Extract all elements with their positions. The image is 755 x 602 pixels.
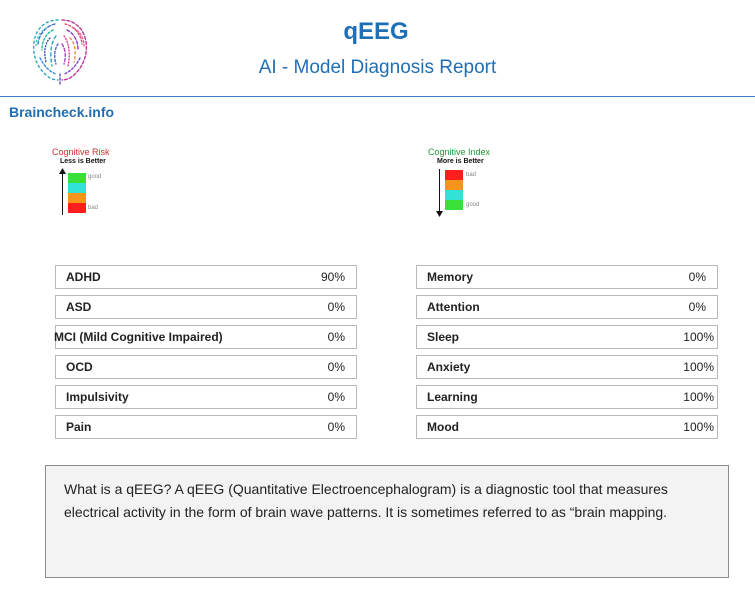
arrow-head-icon [436, 211, 443, 217]
row-value: 0% [327, 360, 345, 374]
row-value: 90% [320, 270, 345, 284]
row-label: OCD [66, 360, 93, 374]
legend-swatch-bad [445, 170, 463, 180]
row-value: 0% [688, 270, 706, 284]
brain-logo-icon [32, 19, 88, 85]
legend-swatch-3 [68, 193, 86, 203]
row-value: 100% [683, 360, 714, 374]
legend-bad-label: bad [88, 205, 99, 211]
legend-good-label: good [466, 202, 480, 208]
report-header: qEEG AI - Model Diagnosis Report [0, 0, 755, 97]
table-row: Attention 0% [416, 295, 718, 319]
legend-subtitle: More is Better [437, 158, 484, 165]
row-label: Sleep [427, 330, 460, 344]
legend-good-label: good [88, 174, 102, 180]
cognitive-index-legend: Cognitive Index More is Better bad good [428, 147, 518, 227]
cognitive-risk-legend: Cognitive Risk Less is Better good bad [52, 147, 142, 227]
legend-subtitle: Less is Better [60, 158, 106, 165]
cognitive-index-table: Memory 0% Attention 0% Sleep 100% Anxiet… [416, 265, 718, 445]
legend-title: Cognitive Risk [52, 147, 110, 157]
legend-swatch-2 [445, 180, 463, 190]
row-label: Memory [427, 270, 474, 284]
row-value: 100% [683, 390, 714, 404]
legend-title: Cognitive Index [428, 147, 491, 157]
qeeg-info-text: What is a qEEG? A qEEG (Quantitative Ele… [64, 481, 668, 520]
table-row: Anxiety 100% [416, 355, 718, 379]
row-value: 0% [327, 390, 345, 404]
report-title: qEEG [343, 18, 409, 45]
row-value: 0% [688, 300, 706, 314]
row-label: Learning [427, 390, 478, 404]
table-row: ASD 0% [55, 295, 357, 319]
row-label: MCI (Mild Cognitive Impaired) [54, 330, 223, 344]
legend-swatch-good [68, 173, 86, 183]
row-value: 0% [327, 330, 345, 344]
legend-bad-label: bad [466, 172, 477, 178]
row-label: Pain [66, 420, 92, 434]
table-row: Impulsivity 0% [55, 385, 357, 409]
table-row: OCD 0% [55, 355, 357, 379]
site-link[interactable]: Braincheck.info [9, 104, 115, 120]
down-arrow-icon [439, 169, 440, 213]
cognitive-risk-table: ADHD 90% ASD 0% MCI (Mild Cognitive Impa… [54, 265, 357, 445]
table-row: Mood 100% [416, 415, 718, 439]
header-divider [0, 96, 755, 97]
row-label: Impulsivity [66, 390, 129, 404]
table-row: Memory 0% [416, 265, 718, 289]
qeeg-info-box: What is a qEEG? A qEEG (Quantitative Ele… [45, 465, 729, 578]
legend-swatch-good [445, 200, 463, 210]
row-label: ASD [66, 300, 92, 314]
table-row: Learning 100% [416, 385, 718, 409]
table-row: MCI (Mild Cognitive Impaired) 0% [54, 325, 357, 349]
row-value: 0% [327, 300, 345, 314]
legend-swatch-2 [68, 183, 86, 193]
row-value: 100% [683, 420, 714, 434]
table-row: Sleep 100% [416, 325, 718, 349]
table-row: ADHD 90% [55, 265, 357, 289]
arrow-head-icon [59, 168, 66, 174]
row-label: ADHD [66, 270, 101, 284]
legend-swatch-3 [445, 190, 463, 200]
up-arrow-icon [62, 171, 63, 215]
report-subtitle: AI - Model Diagnosis Report [258, 57, 497, 78]
table-row: Pain 0% [55, 415, 357, 439]
row-label: Anxiety [427, 360, 471, 374]
legend-swatch-bad [68, 203, 86, 213]
row-label: Mood [427, 420, 459, 434]
row-label: Attention [427, 300, 480, 314]
row-value: 100% [683, 330, 714, 344]
row-value: 0% [327, 420, 345, 434]
